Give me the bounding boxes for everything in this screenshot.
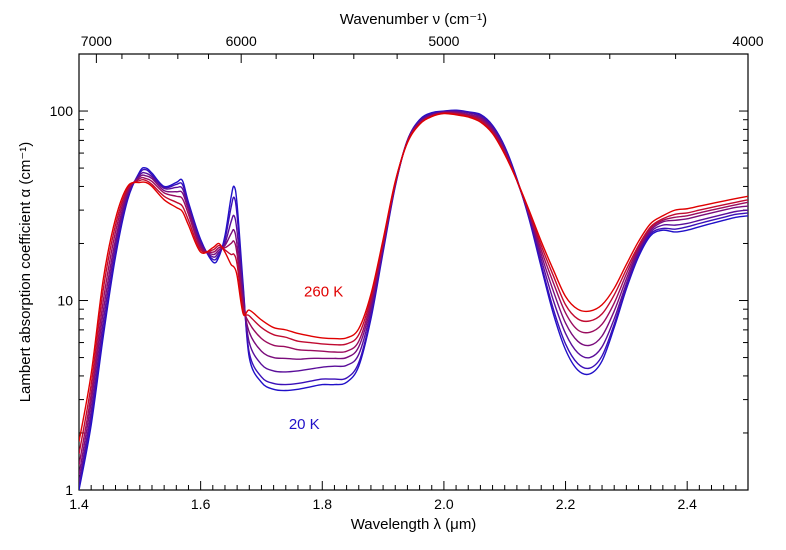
annotation-260k: 260 K — [304, 284, 343, 301]
series-line-1 — [79, 109, 748, 487]
y-tick-label: 100 — [50, 103, 74, 119]
series-line-5 — [79, 112, 748, 455]
x-axis-title: Wavelength λ (μm) — [351, 516, 477, 533]
top-tick-label: 5000 — [428, 33, 459, 49]
x-tick-label: 1.6 — [191, 496, 211, 512]
x-tick-label: 2.4 — [677, 496, 697, 512]
annotation-20k: 20 K — [289, 416, 320, 433]
top-tick-label: 6000 — [226, 33, 257, 49]
x-tick-label: 1.8 — [313, 496, 333, 512]
series-layer — [79, 109, 748, 490]
axis-ticks — [78, 53, 749, 491]
series-line-6 — [79, 112, 748, 442]
top-tick-label: 7000 — [81, 33, 112, 49]
series-line-2 — [79, 110, 748, 483]
top-tick-label: 4000 — [732, 33, 763, 49]
series-line-3 — [79, 111, 748, 476]
plot-frame — [78, 53, 749, 491]
series-line-4 — [79, 111, 748, 466]
series-line-0 — [79, 109, 748, 490]
y-axis-title: Lambert absorption coefficient α (cm⁻¹) — [17, 142, 34, 403]
x-tick-label: 2.2 — [556, 496, 576, 512]
x-tick-label: 2.0 — [434, 496, 454, 512]
top-axis-title: Wavenumber ν (cm⁻¹) — [340, 11, 487, 28]
x-tick-label: 1.4 — [69, 496, 89, 512]
y-tick-label: 1 — [65, 482, 73, 498]
y-tick-label: 10 — [57, 293, 73, 309]
tick-labels: 1.4 1.6 1.8 2.0 2.2 2.4 7000 6000 5000 4000 1 10 100 — [50, 33, 764, 512]
